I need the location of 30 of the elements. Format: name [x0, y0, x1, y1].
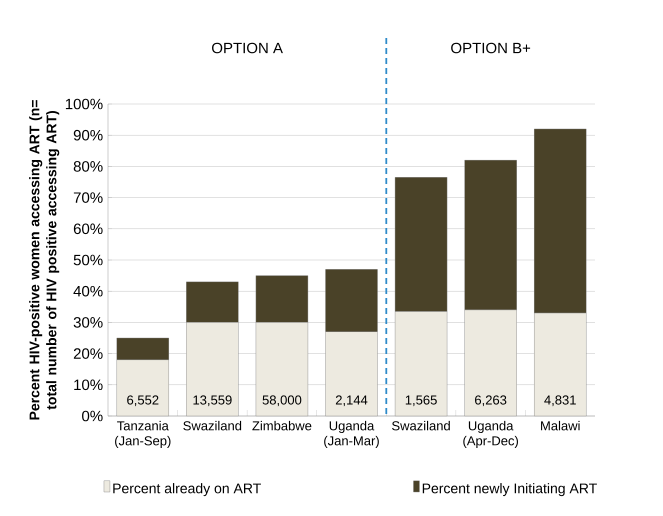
y-tick-label: 90% [74, 130, 103, 140]
legend-label: Percent already on ART [113, 483, 261, 496]
annotation: 6,263 [475, 395, 506, 406]
annotation: 1,565 [406, 395, 437, 406]
y-tick-label: 10% [74, 379, 103, 390]
y-tick-label: 30% [74, 317, 103, 328]
text: OPTION A [212, 42, 283, 54]
text: OPTION B+ [451, 42, 530, 54]
annotation: 2,144 [336, 395, 368, 406]
y-tick-label: 80% [74, 161, 103, 172]
x-tick-label: Zimbabwe [252, 420, 312, 430]
x-tick-label: Malawi [541, 420, 580, 430]
x-tick-label: Swaziland [183, 420, 242, 430]
x-tick-label: Uganda (Jan-Mar) [324, 420, 379, 448]
x-tick-label: Uganda (Apr-Dec) [463, 420, 518, 448]
annotation: 6,552 [127, 395, 158, 406]
legend-label: Percent newly Initiating ART [422, 483, 597, 496]
annotation: 13,559 [193, 395, 232, 406]
y-tick-label: 40% [73, 286, 103, 297]
y-tick-label: 0% [82, 410, 103, 422]
y-tick-label: 60% [74, 223, 103, 234]
annotation: 4,831 [544, 395, 576, 406]
y-tick-label: 70% [74, 192, 103, 203]
y-tick-label: 100% [66, 98, 103, 110]
y-tick-label: 50% [74, 254, 103, 266]
annotation: 58,000 [262, 395, 302, 406]
y-axis-title: Percent HIV-positive women accessing ART (n= total number of HIV positive accessing ART) [29, 100, 60, 420]
x-tick-label: Swaziland [392, 420, 450, 430]
x-tick-label: Tanzania (Jan-Sep) [115, 420, 171, 448]
y-tick-label: 20% [74, 348, 103, 359]
